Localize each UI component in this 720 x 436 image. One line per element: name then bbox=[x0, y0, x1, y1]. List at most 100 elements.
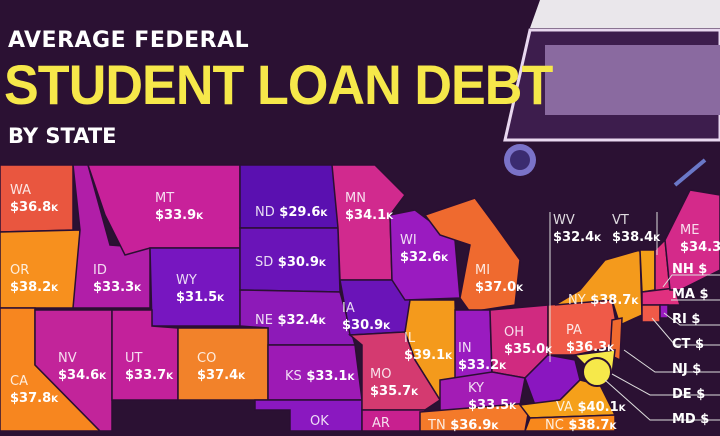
state-value: $37.4K bbox=[197, 368, 246, 383]
mug-icon bbox=[504, 144, 536, 176]
side-label-NH: NH $ bbox=[672, 262, 708, 277]
state-value: $30.9K bbox=[342, 318, 391, 333]
state-label-OH: OH $35.0K bbox=[504, 324, 552, 360]
state-code: KS bbox=[285, 369, 302, 384]
state-OK[interactable] bbox=[254, 399, 363, 431]
title-line3: BY STATE bbox=[8, 124, 117, 148]
state-label-NY: NY $38.7K bbox=[568, 292, 638, 311]
state-value: $33.5K bbox=[468, 398, 517, 413]
maryland-highlight bbox=[582, 357, 612, 387]
state-value: $39.1K bbox=[404, 348, 453, 363]
state-MA[interactable] bbox=[641, 287, 682, 306]
state-KY[interactable] bbox=[439, 371, 526, 413]
state-NV[interactable] bbox=[34, 309, 113, 431]
state-code: VT bbox=[612, 213, 629, 228]
state-TN[interactable] bbox=[419, 402, 531, 431]
state-AR[interactable] bbox=[361, 409, 426, 431]
state-label-WA: WA $36.8K bbox=[10, 182, 58, 218]
state-value: $40.1K bbox=[577, 400, 626, 415]
state-value: $35.0K bbox=[504, 342, 553, 357]
state-label-NC: NC $38.7K bbox=[545, 417, 616, 436]
state-label-VT: VT $38.4K bbox=[612, 212, 660, 248]
state-label-MO: MO $35.7K bbox=[370, 366, 418, 402]
state-ME[interactable] bbox=[664, 189, 720, 291]
state-value: $33.7K bbox=[125, 368, 174, 383]
state-code: CA bbox=[10, 374, 28, 389]
side-label-DE: DE $ bbox=[672, 387, 706, 402]
state-code: KY bbox=[468, 381, 485, 396]
state-value: $38.7K bbox=[590, 293, 639, 308]
state-code: OH bbox=[504, 325, 525, 340]
state-code: MT bbox=[155, 191, 175, 206]
state-value: $29.6K bbox=[279, 205, 328, 220]
state-code: NV bbox=[58, 351, 77, 366]
state-value: $33.3K bbox=[93, 280, 142, 295]
state-label-ID: ID $33.3K bbox=[93, 262, 141, 298]
state-code: PA bbox=[566, 323, 582, 338]
state-label-UT: UT $33.7K bbox=[125, 350, 173, 386]
state-code: MI bbox=[475, 263, 491, 278]
state-value: $35.7K bbox=[370, 384, 419, 399]
state-value: $34.3 bbox=[680, 240, 720, 255]
state-label-NV: NV $34.6K bbox=[58, 350, 106, 386]
side-label-MA: MA $ bbox=[672, 287, 709, 302]
state-label-PA: PA $36.3K bbox=[566, 322, 614, 358]
state-code: OK bbox=[310, 414, 329, 429]
state-value: $31.5K bbox=[176, 290, 225, 305]
state-value: $33.9K bbox=[155, 208, 204, 223]
state-label-ND: ND $29.6K bbox=[255, 204, 327, 223]
state-code: MO bbox=[370, 367, 392, 382]
state-ID[interactable] bbox=[72, 164, 151, 309]
state-code: AR bbox=[372, 416, 390, 431]
state-code: ND bbox=[255, 205, 275, 220]
state-code: NY bbox=[568, 293, 586, 308]
state-value: $33.1K bbox=[306, 369, 355, 384]
state-label-IL: IL $39.1K bbox=[404, 330, 452, 366]
state-label-IA: IA $30.9K bbox=[342, 300, 390, 336]
state-code: OR bbox=[10, 263, 30, 278]
state-RI[interactable] bbox=[659, 304, 669, 319]
pen-icon bbox=[673, 158, 707, 187]
state-label-SD: SD $30.9K bbox=[255, 254, 326, 273]
state-label-OR: OR $38.2K bbox=[10, 262, 58, 298]
state-value: $38.2K bbox=[10, 280, 59, 295]
state-CT[interactable] bbox=[641, 304, 661, 323]
side-label-NJ: NJ $ bbox=[672, 362, 702, 377]
state-label-IN: IN $33.2K bbox=[458, 340, 506, 376]
state-code: ID bbox=[93, 263, 107, 278]
state-value: $38.4K bbox=[612, 230, 661, 245]
title-main: STUDENT LOAN DEBT bbox=[4, 53, 553, 116]
state-MO[interactable] bbox=[348, 331, 442, 411]
state-code: SD bbox=[255, 255, 274, 270]
state-value: $36.3K bbox=[566, 340, 615, 355]
state-label-OK: OK bbox=[310, 413, 329, 430]
state-code: IN bbox=[458, 341, 472, 356]
state-code: WV bbox=[553, 213, 575, 228]
state-code: WI bbox=[400, 233, 417, 248]
state-code: CO bbox=[197, 351, 217, 366]
state-value: $32.4K bbox=[277, 313, 326, 328]
state-value: $30.9K bbox=[277, 255, 326, 270]
state-code: IL bbox=[404, 331, 416, 346]
state-label-MT: MT $33.9K bbox=[155, 190, 203, 226]
title-line1: AVERAGE FEDERAL bbox=[8, 28, 250, 53]
state-value: $32.6K bbox=[400, 250, 449, 265]
state-code: MN bbox=[345, 191, 366, 206]
state-label-KY: KY $33.5K bbox=[468, 380, 516, 416]
state-value: $38.7K bbox=[568, 418, 617, 433]
state-value: $32.4K bbox=[553, 230, 602, 245]
state-NC[interactable] bbox=[524, 414, 616, 431]
state-MI[interactable] bbox=[423, 197, 521, 313]
state-VT[interactable] bbox=[639, 249, 656, 293]
state-label-AR: AR bbox=[372, 415, 390, 432]
state-value: $37.0K bbox=[475, 280, 524, 295]
state-value: $37.8K bbox=[10, 391, 59, 406]
state-label-KS: KS $33.1K bbox=[285, 368, 354, 387]
side-label-RI: RI $ bbox=[672, 312, 701, 327]
state-label-WI: WI $32.6K bbox=[400, 232, 448, 268]
leader-lines bbox=[549, 212, 720, 421]
state-label-TN: TN $36.9K bbox=[428, 417, 498, 436]
state-label-VA: VA $40.1K bbox=[556, 399, 626, 418]
state-code: ME bbox=[680, 223, 700, 238]
